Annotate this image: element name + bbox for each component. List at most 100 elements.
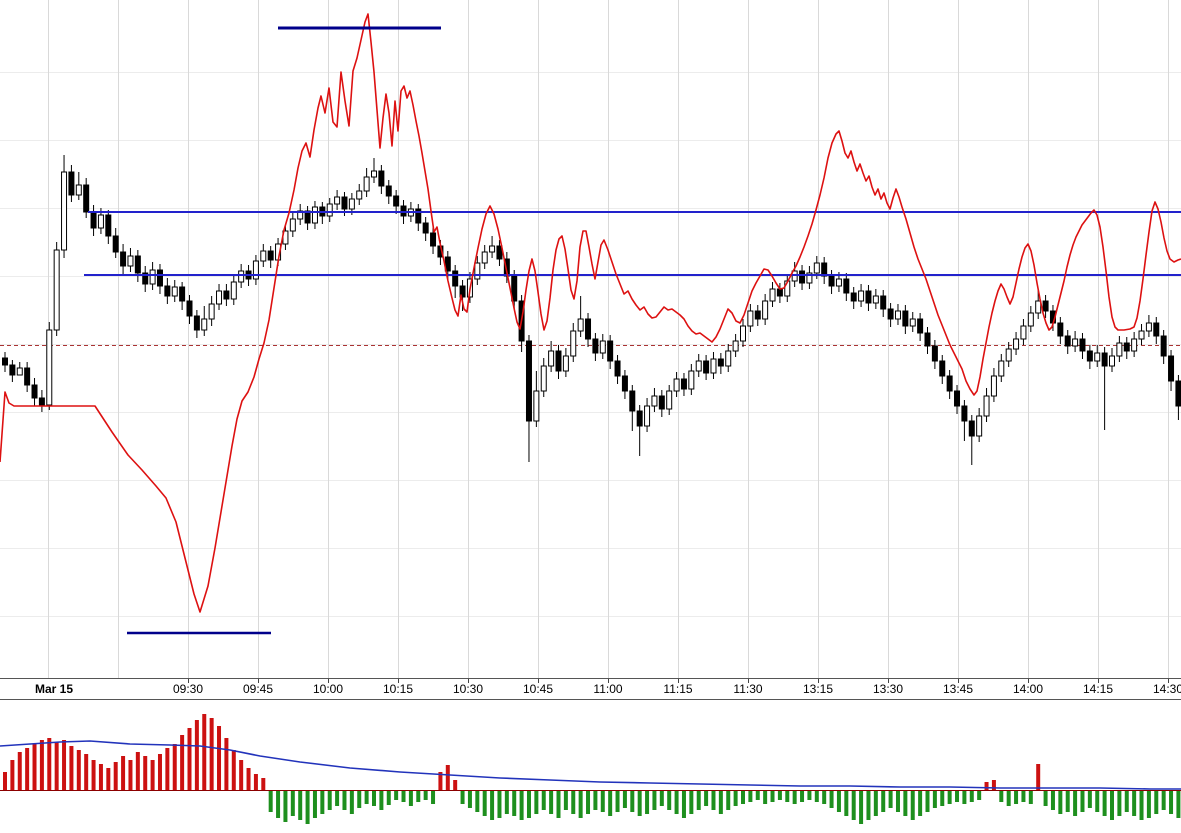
candle-body <box>666 390 673 410</box>
candle-body <box>658 395 665 410</box>
histogram-bar-negative <box>1080 790 1085 812</box>
histogram-bar-negative <box>608 790 613 816</box>
histogram-bar-positive <box>239 760 244 790</box>
candle-body <box>201 318 208 331</box>
histogram-bar-negative <box>1073 790 1078 816</box>
time-tick-label: 10:15 <box>382 682 414 696</box>
histogram-bar-negative <box>1146 790 1151 818</box>
candle-body <box>806 272 813 284</box>
candle-body <box>1153 322 1160 337</box>
candle-body <box>134 255 141 274</box>
time-tick-label: 11:15 <box>663 682 693 696</box>
histogram-bar-negative <box>467 790 472 808</box>
candle-body <box>31 384 38 399</box>
candle-body <box>695 360 702 372</box>
candle-body <box>976 415 983 437</box>
histogram-bar-negative <box>298 790 303 820</box>
histogram-bar-positive <box>69 746 74 790</box>
histogram-bar-negative <box>1006 790 1011 806</box>
candle-body <box>334 196 341 205</box>
histogram-bar-negative <box>645 790 650 814</box>
histogram-bar-negative <box>895 790 900 812</box>
histogram-bar-negative <box>763 790 768 804</box>
candle-body <box>614 360 621 377</box>
candle-body <box>238 270 245 283</box>
time-tick-label: 09:45 <box>242 682 274 696</box>
histogram-bar-negative <box>593 790 598 810</box>
histogram-bar-negative <box>512 790 517 816</box>
volume-indicator-panel[interactable] <box>0 700 1181 833</box>
candle-body <box>371 170 377 178</box>
histogram-bar-negative <box>305 790 310 824</box>
histogram-bar-negative <box>578 790 583 818</box>
histogram-bar-negative <box>276 790 281 818</box>
candle-body <box>326 203 333 217</box>
time-tick-label: 10:30 <box>452 682 484 696</box>
histogram-bar-negative <box>364 790 369 804</box>
histogram-bar-negative <box>1102 790 1107 816</box>
price-chart-canvas[interactable] <box>0 0 1181 678</box>
histogram-bar-negative <box>290 790 295 816</box>
time-axis[interactable]: Mar 15 09:30 09:45 10:00 10:15 10:30 10:45 11:0… <box>0 678 1181 700</box>
candle-body <box>555 350 562 372</box>
histogram-bar-negative <box>497 790 502 818</box>
histogram-bar-positive <box>438 772 443 790</box>
time-tick-label: 14:30 <box>1152 682 1181 696</box>
histogram-bar-positive <box>246 768 251 790</box>
volume-indicator-canvas[interactable] <box>0 700 1181 833</box>
histogram-bar-negative <box>431 790 436 804</box>
candle-body <box>97 214 104 229</box>
histogram-bar-negative <box>814 790 819 802</box>
candle-body <box>378 170 385 187</box>
candle-body <box>348 198 355 210</box>
histogram-bar-negative <box>630 790 635 812</box>
histogram-bar-negative <box>881 790 886 812</box>
candle-body <box>46 329 53 406</box>
candle-body <box>1079 338 1086 352</box>
time-tick-label: 13:45 <box>942 682 974 696</box>
candle-body <box>112 235 119 253</box>
histogram-bar-negative <box>910 790 915 820</box>
candle-body <box>496 245 503 260</box>
histogram-bar-negative <box>1124 790 1129 812</box>
time-tick-label: 14:00 <box>1012 682 1044 696</box>
histogram-bar-positive <box>984 782 989 790</box>
candle-body <box>939 360 946 377</box>
candle-body <box>946 375 953 392</box>
candle-body <box>968 420 975 437</box>
histogram-bar-negative <box>1154 790 1159 814</box>
candle-body <box>762 300 769 320</box>
histogram-bar-positive <box>217 726 222 790</box>
candle-body <box>703 360 710 374</box>
candle-body <box>1101 352 1108 367</box>
candle-body <box>75 184 82 196</box>
histogram-bar-negative <box>726 790 731 810</box>
candle-body <box>931 345 938 362</box>
candle-body <box>880 295 887 310</box>
price-chart-panel[interactable] <box>0 0 1181 678</box>
candle-body <box>754 310 761 320</box>
time-tick-mark <box>188 679 189 683</box>
candle-body <box>24 367 31 386</box>
candle-body <box>474 262 481 280</box>
candle-body <box>636 410 643 427</box>
candle-body <box>548 350 555 367</box>
candle-body <box>983 395 990 417</box>
histogram-bar-positive <box>17 752 22 790</box>
candle-body <box>769 288 776 302</box>
histogram-bar-positive <box>91 760 96 790</box>
histogram-bar-negative <box>659 790 664 806</box>
candle-body <box>924 332 931 347</box>
histogram-bar-negative <box>822 790 827 804</box>
histogram-bar-negative <box>327 790 332 810</box>
histogram-bar-positive <box>98 764 103 790</box>
histogram-bar-negative <box>1058 790 1063 814</box>
histogram-bar-positive <box>3 772 7 790</box>
candle-body <box>53 249 60 331</box>
time-tick-mark <box>678 679 679 683</box>
histogram-bar-positive <box>202 714 207 790</box>
candle-body <box>961 405 968 422</box>
histogram-bar-negative <box>918 790 923 816</box>
candle-body <box>747 310 754 327</box>
candle-body <box>1175 380 1181 407</box>
